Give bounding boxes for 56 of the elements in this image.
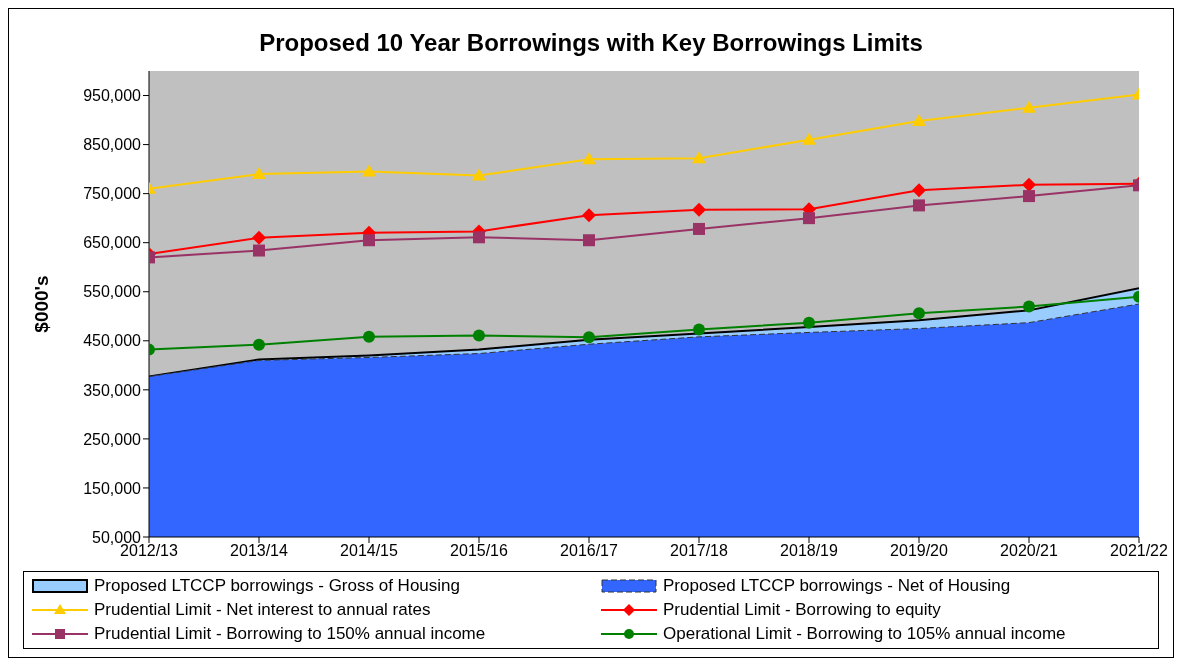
y-tick-label: 150,000: [83, 479, 142, 497]
point: [913, 307, 925, 320]
point: [362, 164, 376, 177]
legend-label: Proposed LTCCP borrowings - Net of Housing: [663, 576, 1011, 596]
point: [1022, 100, 1036, 113]
point: [582, 208, 596, 223]
y-tick-label: 550,000: [83, 283, 142, 301]
point: [363, 234, 375, 247]
x-tick-label: 2015/16: [450, 542, 509, 560]
point: [1023, 190, 1035, 203]
x-tick-label: 2016/17: [560, 542, 619, 560]
y-tick-label: 650,000: [83, 234, 142, 252]
point: [252, 167, 266, 180]
point: [912, 114, 926, 127]
legend-label: Prudential Limit - Borrowing to equity: [663, 600, 941, 620]
legend-label: Operational Limit - Borrowing to 105% annual income: [663, 624, 1066, 644]
point: [913, 199, 925, 212]
x-tick-label: 2013/14: [230, 542, 289, 560]
chart-title: Proposed 10 Year Borrowings with Key Borrowings Limits: [258, 28, 924, 57]
point: [473, 231, 485, 244]
x-tick-label: 2020/21: [1000, 542, 1059, 560]
point: [583, 331, 595, 344]
y-tick-label: 450,000: [83, 332, 142, 350]
x-tick-label: 2012/13: [120, 542, 179, 560]
point: [252, 230, 266, 245]
y-tick-label: 750,000: [83, 185, 142, 203]
point: [802, 132, 816, 145]
point: [583, 234, 595, 247]
legend-label: Prudential Limit - Borrowing to 150% annual income: [94, 624, 486, 644]
point: [1023, 300, 1035, 313]
point: [582, 152, 596, 165]
point: [473, 329, 485, 342]
y-tick-label: 250,000: [83, 430, 142, 448]
point: [253, 244, 265, 257]
x-tick-label: 2018/19: [780, 542, 839, 560]
x-tick-label: 2017/18: [670, 542, 729, 560]
x-tick-label: 2021/22: [1110, 542, 1169, 560]
point: [803, 316, 815, 329]
point: [363, 330, 375, 343]
point: [693, 222, 705, 235]
point: [803, 212, 815, 225]
x-tick-label: 2019/20: [890, 542, 949, 560]
point: [253, 338, 265, 351]
point: [692, 151, 706, 164]
x-tick-label: 2014/15: [340, 542, 399, 560]
legend-label: Prudential Limit - Net interest to annual rates: [94, 600, 431, 620]
y-tick-label: 350,000: [83, 381, 142, 399]
point: [1022, 177, 1036, 192]
point: [912, 183, 926, 198]
y-tick-label: 850,000: [83, 136, 142, 154]
legend-label: Proposed LTCCP borrowings - Gross of Housing: [94, 576, 460, 596]
y-axis-title: $000's: [30, 275, 52, 333]
point: [692, 202, 706, 217]
point: [693, 323, 705, 336]
point: [472, 168, 486, 181]
y-tick-label: 950,000: [83, 87, 142, 105]
